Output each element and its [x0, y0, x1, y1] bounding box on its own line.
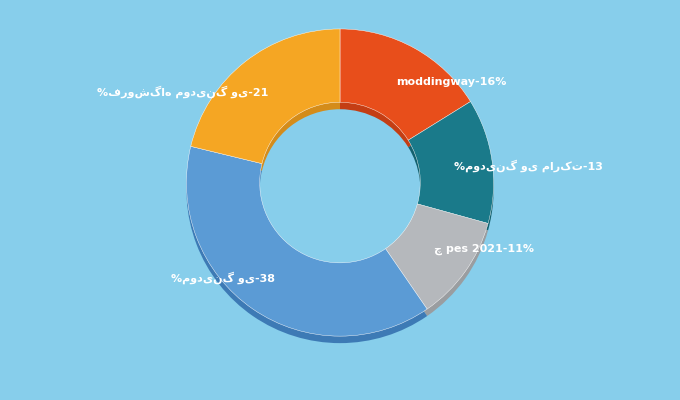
Wedge shape [408, 102, 494, 224]
Text: چ pes 2021-11%: چ pes 2021-11% [434, 244, 534, 255]
Wedge shape [186, 153, 427, 343]
Text: moddingway-16%: moddingway-16% [396, 77, 507, 87]
Wedge shape [340, 29, 471, 140]
Wedge shape [190, 36, 340, 170]
Wedge shape [186, 146, 427, 336]
Text: %مودینگ وی-38: %مودینگ وی-38 [171, 271, 275, 284]
Wedge shape [408, 108, 494, 230]
Text: %فروشگاه مودینگ وی-21: %فروشگاه مودینگ وی-21 [97, 86, 269, 98]
Wedge shape [386, 211, 488, 316]
Text: %مودینگ وی مارکت-13: %مودینگ وی مارکت-13 [454, 160, 603, 172]
Wedge shape [340, 36, 471, 147]
Wedge shape [386, 204, 488, 309]
Wedge shape [190, 29, 340, 164]
